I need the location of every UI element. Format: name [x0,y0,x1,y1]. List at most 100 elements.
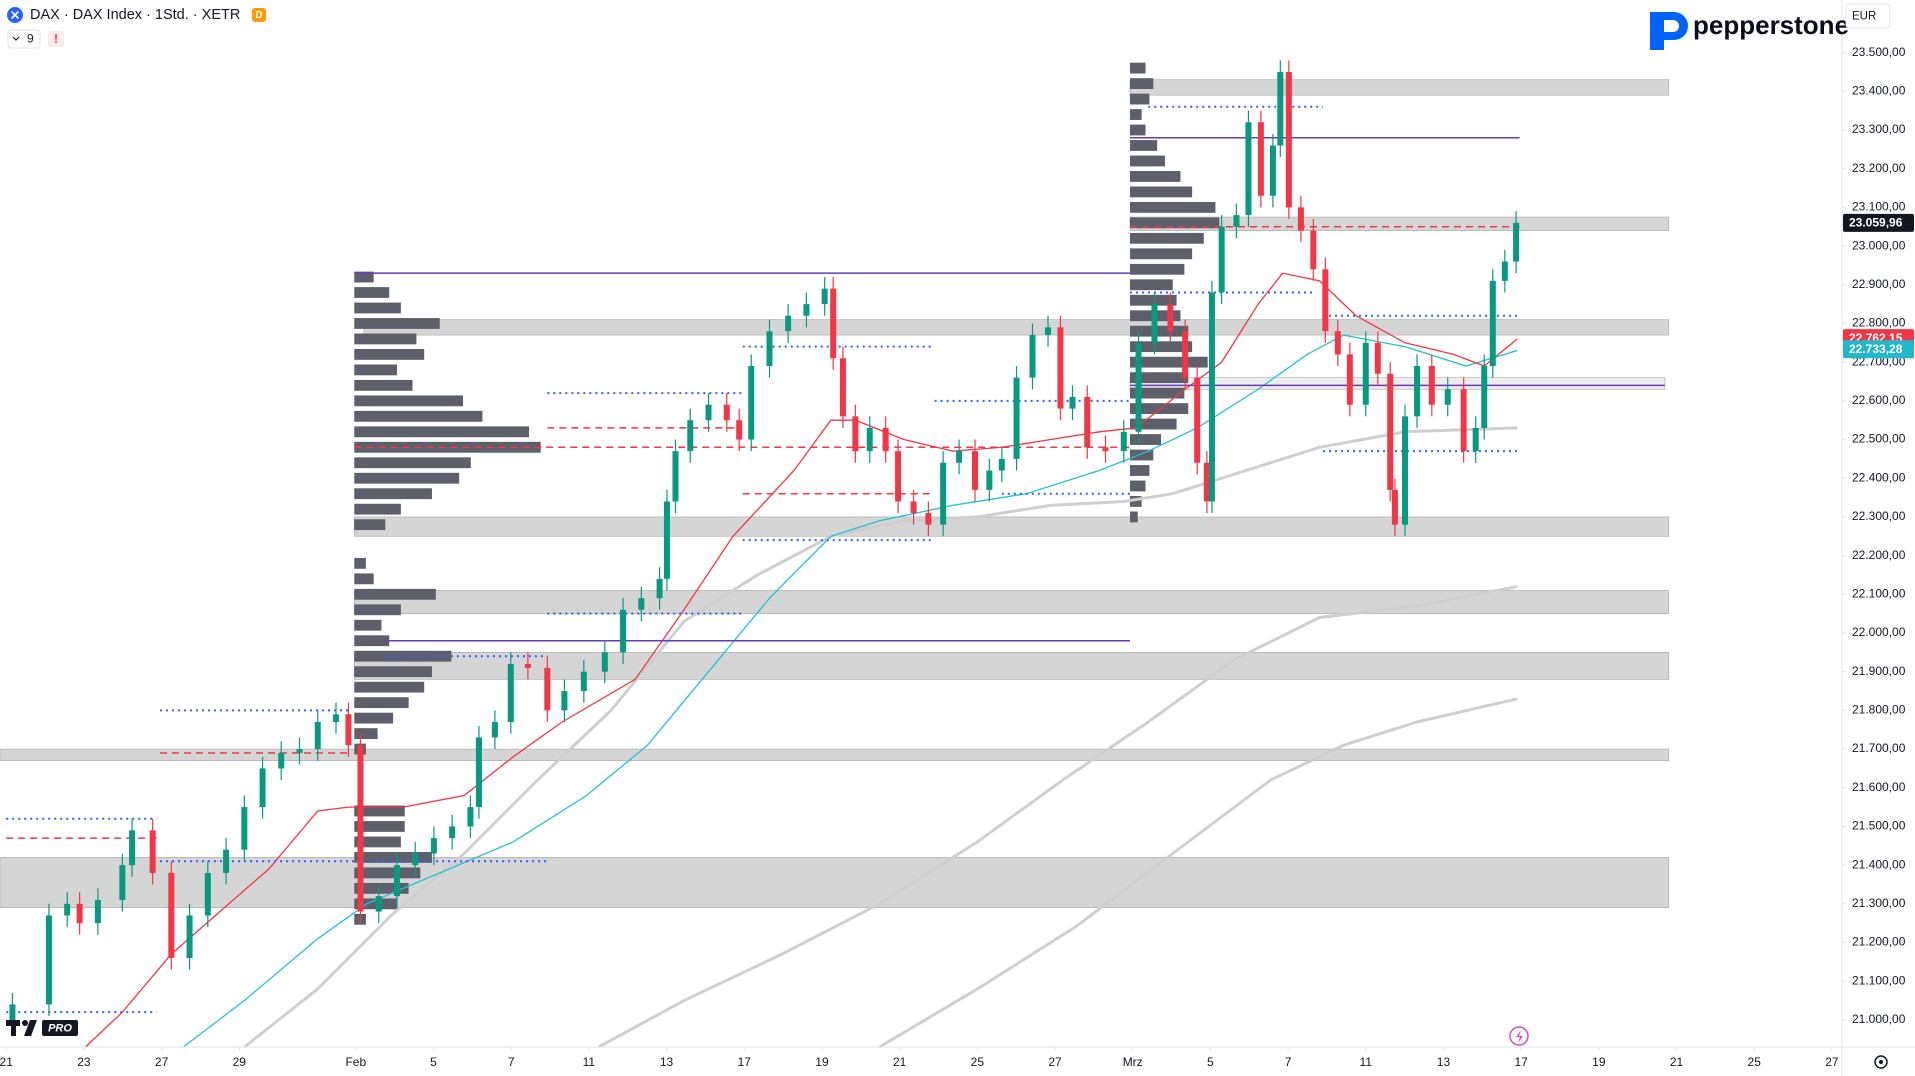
moving-average [182,334,1518,1048]
price-label: 23.059,96 [1849,216,1903,230]
candle-body [1084,396,1091,448]
candle-body [766,331,773,367]
volume-profile-bar [1129,372,1189,384]
zone [1129,377,1666,390]
volume-profile-bar [354,379,413,391]
x-tick-label: 23 [77,1055,91,1069]
candle-body [186,915,193,959]
volume-profile-bar [1129,217,1220,229]
volume-profile-bar [354,604,401,616]
x-tick-label: 7 [1285,1055,1292,1069]
volume-profile-bar [1129,62,1146,74]
volume-profile-bar [354,395,464,407]
volume-profile-bar [354,697,409,709]
candle-body [375,896,382,912]
y-tick-label: 21.900,00 [1852,664,1906,678]
assistant-icon [1516,1030,1523,1043]
volume-profile-bar [1129,232,1204,244]
y-tick-label: 22.400,00 [1852,470,1906,484]
tv-logo-dot [22,1020,28,1026]
volume-profile-bar [1129,480,1146,492]
volume-profile-bar [354,364,397,376]
x-tick-label: 5 [430,1055,437,1069]
x-tick-label: 7 [508,1055,515,1069]
x-tick-label: 27 [1048,1055,1062,1069]
moving-average [597,585,1518,1049]
candle-body [507,663,514,722]
volume-profile-bar [354,619,382,631]
candle-body [1182,331,1189,378]
volume-profile-bar [354,712,394,724]
y-tick-label: 23.500,00 [1852,45,1906,59]
candle-body [803,304,810,316]
candle-body [76,903,83,924]
candle-body [1167,304,1174,332]
candle-body [1257,122,1264,196]
y-tick-label: 23.000,00 [1852,238,1906,252]
volume-profile-bar [1129,263,1185,275]
moving-average [243,426,1518,1049]
volume-profile-bar [354,573,374,585]
volume-profile-bar [354,271,374,283]
brand-icon-hole [1664,20,1679,32]
volume-profile-bar [354,588,436,600]
chevron [12,36,20,41]
candle-body [1057,327,1064,409]
zone [363,319,1670,336]
candle-body [1513,222,1520,262]
volume-profile-bar [354,333,417,345]
volume-profile-bar [1129,171,1181,182]
x-tick-label: 27 [155,1055,169,1069]
candle-body [129,830,136,866]
candle-body [705,404,712,421]
price-label-box [1843,213,1914,232]
x-tick-label: 17 [1514,1055,1528,1069]
candle-body [1208,292,1215,502]
volume-profile-bar [1129,140,1158,151]
symbol-title[interactable]: DAX · DAX Index · 1Std. · XETR [30,7,240,23]
currency-button[interactable] [1845,3,1891,29]
candle-body [1245,122,1252,216]
volume-profile-bar [354,441,541,453]
candle-body [1203,462,1210,502]
candle-body [345,714,352,746]
tv-logo: PRO [6,1020,78,1036]
volume-profile-bar [354,635,390,647]
volume-profile-bar [354,318,440,329]
candle-body [45,915,52,1005]
candle-body [1501,261,1508,281]
y-tick-label: 21.400,00 [1852,857,1906,871]
volume-profile-bar [1129,403,1189,415]
candle-body [1233,215,1240,227]
volume-profile-bar [354,898,397,910]
x-tick-label: 11 [583,1055,596,1069]
y-tick-label: 23.100,00 [1852,200,1906,214]
candle-body [1135,342,1142,432]
candle-body [723,404,730,421]
candle-body [119,865,126,900]
candle-body [94,899,101,924]
y-tick-label: 21.600,00 [1852,780,1906,794]
x-tick-label: 21 [893,1055,907,1069]
alert-badge[interactable] [48,31,64,47]
x-tick-label: 25 [1748,1055,1762,1069]
tv-logo-slash [24,1020,37,1036]
candle-body [925,513,932,525]
candle-body [910,501,917,514]
y-tick-label: 22.800,00 [1852,316,1906,330]
candle-body [149,830,156,873]
x-tick-label: 19 [815,1055,829,1069]
volume-profile-bar [1129,124,1146,136]
y-tick-label: 21.800,00 [1852,703,1906,717]
zone [0,748,1670,761]
candle-body [168,872,175,959]
settings-icon [1879,1060,1883,1064]
candle-body [296,749,303,753]
candle-body [1481,366,1488,428]
x-tick-label: 13 [1437,1055,1451,1069]
session-badge[interactable] [252,8,266,22]
settings-button[interactable] [1874,1055,1888,1069]
indicator-toggle[interactable] [7,29,41,49]
candle-body [830,288,837,359]
